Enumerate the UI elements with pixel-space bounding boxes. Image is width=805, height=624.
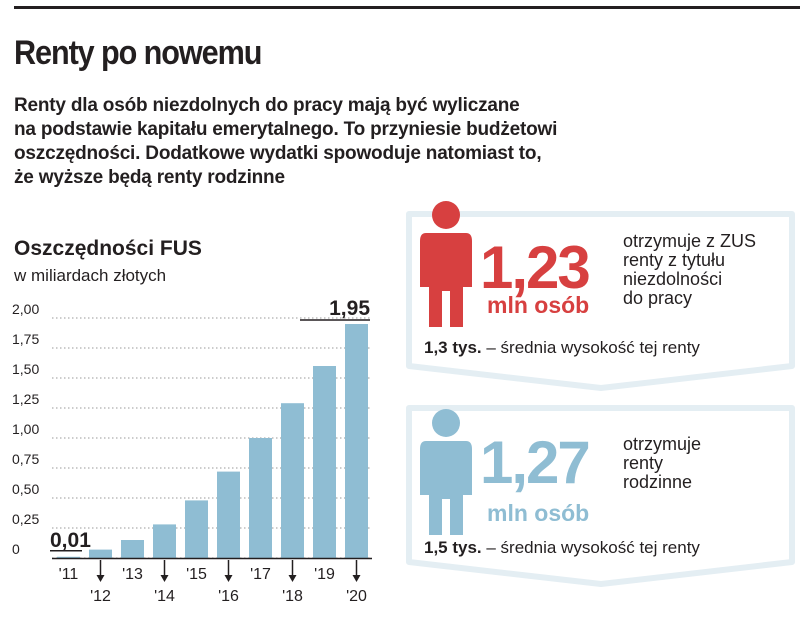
person-icon — [420, 201, 472, 327]
card-description-line: niezdolności — [623, 269, 723, 289]
x-tick-label: '20 — [346, 588, 367, 605]
chart-subtitle: w miliardach złotych — [14, 266, 167, 285]
y-tick-label: 1,25 — [12, 391, 39, 407]
card-description-line: otrzymuje — [623, 434, 702, 454]
card-average-text: – średnia wysokość tej renty — [481, 538, 700, 557]
lead-line: że wyższe będą renty rodzinne — [14, 167, 285, 188]
card-average: 1,3 tys. – średnia wysokość tej renty — [424, 338, 700, 358]
card-value: 1,23 — [480, 234, 591, 301]
y-tick-label: 0,75 — [12, 451, 39, 467]
y-tick-label: 0,50 — [12, 481, 39, 497]
bar — [281, 403, 304, 558]
x-tick-label: '11 — [59, 566, 79, 583]
y-tick-label: 1,50 — [12, 361, 39, 377]
bar — [153, 524, 176, 558]
data-label: 0,01 — [50, 529, 91, 552]
page-title: Renty po nowemu — [14, 34, 262, 72]
x-tick-label: '17 — [250, 566, 271, 583]
card-description-line: otrzymuje z ZUS — [623, 231, 757, 251]
x-tick-arrowhead — [224, 575, 233, 582]
card-description-line: renty z tytułu — [623, 250, 726, 270]
lead-paragraph: Renty dla osób niezdolnych do pracy mają… — [14, 94, 804, 190]
data-label: 1,95 — [329, 297, 370, 320]
top-rule — [14, 6, 800, 9]
card-average: 1,5 tys. – średnia wysokość tej renty — [424, 538, 700, 558]
chart-title: Oszczędności FUS — [14, 237, 202, 260]
card-average-text: – średnia wysokość tej renty — [481, 338, 700, 357]
bar — [121, 540, 144, 558]
lead-line: Renty dla osób niezdolnych do pracy mają… — [14, 95, 520, 116]
card-unit: mln osób — [487, 500, 590, 526]
lead-line: na podstawie kapitału emerytalnego. To p… — [14, 119, 558, 140]
card-unit: mln osób — [487, 292, 590, 318]
bar-chart: 0 0,25 0,50 0,75 1,00 1,25 1,50 1,75 2,00 '11 '12 '… — [12, 297, 372, 605]
card-description: otrzymuje renty rodzinne — [623, 435, 701, 492]
card-value: 1,27 — [480, 429, 591, 496]
card-disability-pension: 1,23 mln osób otrzymuje z ZUS renty z ty… — [396, 201, 805, 394]
lead-line: oszczędności. Dodatkowe wydatki spowoduj… — [14, 143, 542, 164]
bar — [57, 556, 80, 559]
x-tick-label: '13 — [122, 566, 143, 583]
x-tick-arrowhead — [96, 575, 105, 582]
y-tick-label: 1,00 — [12, 421, 39, 437]
card-average-value: 1,5 tys. — [424, 538, 482, 557]
y-tick-label: 0,25 — [12, 511, 39, 527]
card-frame — [406, 211, 795, 391]
x-tick-label: '18 — [282, 588, 303, 605]
card-description-line: rodzinne — [623, 472, 693, 492]
x-tick-label: '14 — [154, 588, 175, 605]
x-tick-label: '15 — [186, 566, 207, 583]
person-icon — [420, 409, 472, 535]
card-average-value: 1,3 tys. — [424, 338, 482, 357]
card-description: otrzymuje z ZUS renty z tytułu niezdolno… — [623, 232, 756, 308]
y-tick-label: 1,75 — [12, 331, 39, 347]
x-tick-arrowhead — [160, 575, 169, 582]
x-tick-label: '12 — [90, 588, 111, 605]
card-family-pension: 1,27 mln osób otrzymuje renty rodzinne 1… — [396, 402, 805, 592]
card-description-line: renty — [623, 453, 664, 473]
x-tick-arrowhead — [352, 575, 361, 582]
card-description-line: do pracy — [623, 288, 693, 308]
x-tick-arrowhead — [288, 575, 297, 582]
bar — [185, 500, 208, 558]
bar — [313, 366, 336, 558]
bar — [89, 549, 112, 558]
card-frame — [406, 405, 795, 587]
x-tick-label: '16 — [218, 588, 239, 605]
y-tick-label: 0 — [12, 541, 20, 557]
bar — [249, 438, 272, 558]
bar — [345, 324, 368, 558]
x-tick-label: '19 — [314, 566, 335, 583]
bar — [217, 471, 240, 558]
y-tick-label: 2,00 — [12, 301, 39, 317]
